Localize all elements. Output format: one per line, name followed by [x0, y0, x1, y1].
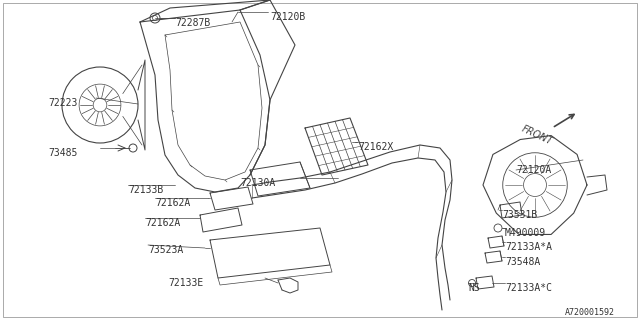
Text: 72133E: 72133E [168, 278, 204, 288]
Text: 73485: 73485 [48, 148, 77, 158]
Text: 72287B: 72287B [175, 18, 211, 28]
Text: 72162A: 72162A [155, 198, 190, 208]
Text: A720001592: A720001592 [565, 308, 615, 317]
Text: 73548A: 73548A [505, 257, 540, 267]
Text: 72223: 72223 [48, 98, 77, 108]
Text: FRONT: FRONT [520, 124, 554, 147]
Text: M490009: M490009 [505, 228, 546, 238]
Text: NS: NS [468, 283, 480, 293]
Text: 72133A*C: 72133A*C [505, 283, 552, 293]
Text: 72162X: 72162X [358, 142, 393, 152]
Text: 72133B: 72133B [128, 185, 163, 195]
Text: 72120A: 72120A [516, 165, 551, 175]
Text: 72162A: 72162A [145, 218, 180, 228]
Text: 72120B: 72120B [270, 12, 305, 22]
Text: 73523A: 73523A [148, 245, 183, 255]
Text: 72130A: 72130A [240, 178, 275, 188]
Text: 73531B: 73531B [502, 210, 537, 220]
Text: 72133A*A: 72133A*A [505, 242, 552, 252]
